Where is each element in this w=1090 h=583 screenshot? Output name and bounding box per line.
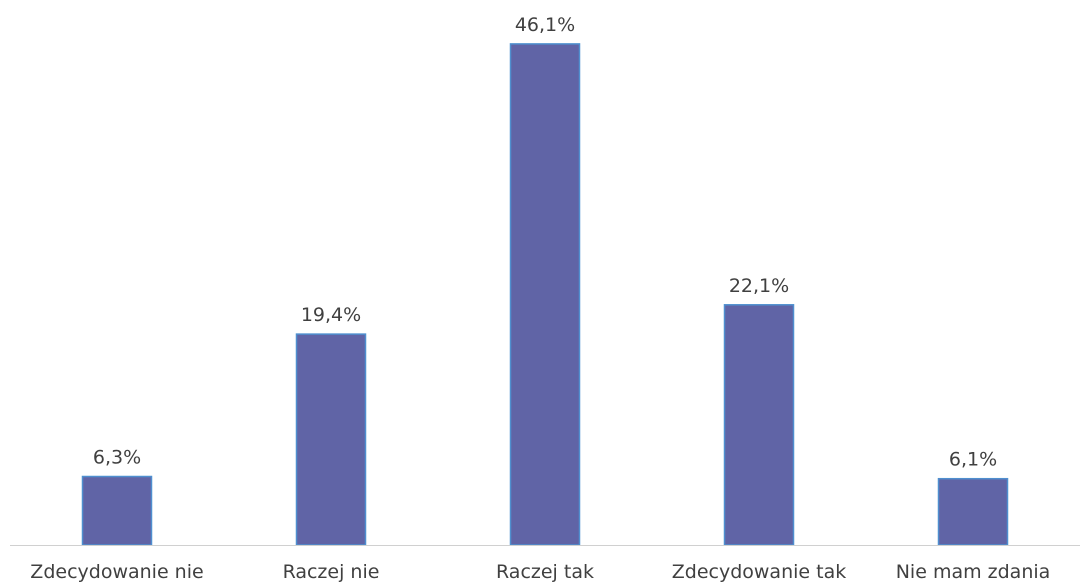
x-tick-label-4: Zdecydowanie tak xyxy=(672,561,846,583)
data-label-4: 22,1% xyxy=(729,275,789,297)
bar-2 xyxy=(295,333,367,546)
data-label-1: 6,3% xyxy=(93,447,141,469)
x-tick-label-2: Raczej nie xyxy=(283,561,380,583)
x-tick-label-1: Zdecydowanie nie xyxy=(30,561,203,583)
data-label-3: 46,1% xyxy=(515,14,575,36)
bar-1 xyxy=(81,475,153,546)
data-label-2: 19,4% xyxy=(301,304,361,326)
x-tick-label-5: Nie mam zdania xyxy=(896,561,1051,583)
bar-5 xyxy=(937,477,1009,546)
bar-4 xyxy=(723,304,795,546)
value-labels-layer: 6,3% 19,4% 46,1% 22,1% 6,1% xyxy=(93,14,997,471)
x-tick-label-3: Raczej tak xyxy=(496,561,594,583)
x-tick-labels-layer: Zdecydowanie nie Raczej nie Raczej tak Zdec… xyxy=(30,561,1050,583)
data-label-5: 6,1% xyxy=(949,449,997,471)
bars-layer xyxy=(81,43,1009,546)
bar-3 xyxy=(509,43,581,546)
